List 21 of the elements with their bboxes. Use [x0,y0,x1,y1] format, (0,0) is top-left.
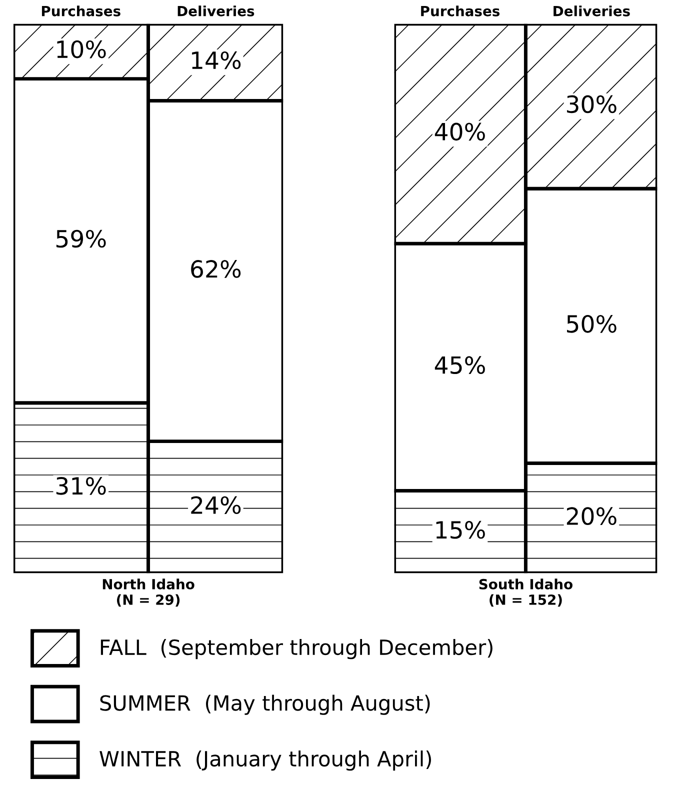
legend-label: WINTER (January through April) [100,750,431,771]
legend-label: SUMMER (May through August) [100,694,430,715]
data-label: 30% [566,95,616,114]
x-axis-title: South Idaho (N = 152) [479,578,572,607]
data-label: 10% [57,40,106,58]
data-label: 31% [56,476,106,495]
data-label: 14% [192,51,241,70]
data-label: 24% [191,496,241,514]
legend-label: FALL (September through December) [100,639,492,660]
data-label: 40% [434,122,485,141]
x-tick-label: Deliveries [178,6,254,16]
data-label: 20% [566,507,616,526]
data-label: 50% [567,314,616,333]
data-label: 45% [434,356,485,374]
data-label: 15% [436,520,485,539]
data-label: 59% [56,230,106,248]
x-axis-title: North Idaho (N = 29) [102,578,194,607]
x-tick-label: Purchases [421,6,500,16]
x-tick-label: Deliveries [554,6,630,16]
x-tick-label: Purchases [42,6,120,16]
data-label: 62% [191,260,241,278]
